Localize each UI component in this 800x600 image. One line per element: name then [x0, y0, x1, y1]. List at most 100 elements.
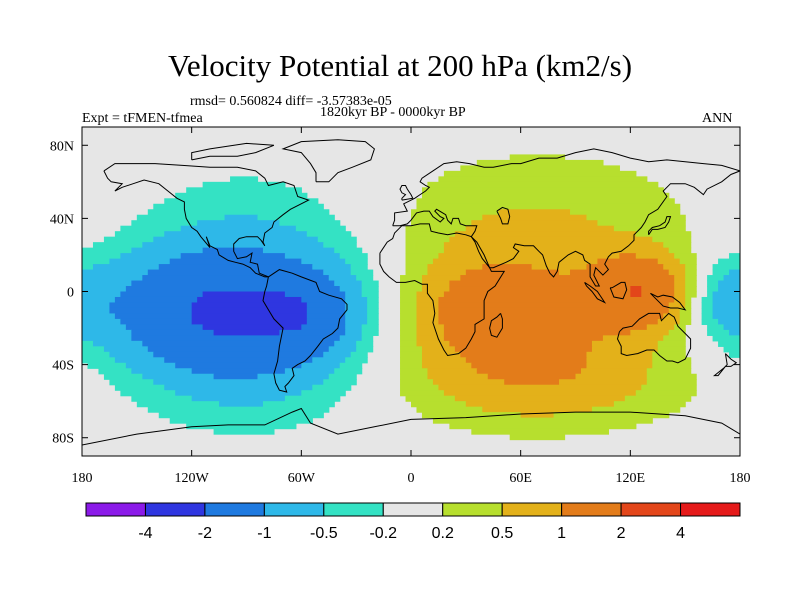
field-cell — [635, 390, 697, 397]
field-cell — [405, 253, 440, 260]
field-cell — [646, 324, 675, 331]
field-cell — [443, 242, 664, 249]
field-cell — [180, 225, 297, 232]
coast-eurasia — [392, 148, 740, 287]
field-cell — [580, 368, 648, 375]
x-tick-label: 180 — [72, 471, 93, 486]
field-cell — [718, 258, 740, 265]
field-cell — [712, 269, 730, 276]
field-cell — [718, 286, 740, 293]
field-cell — [432, 258, 599, 265]
field-cell — [668, 247, 692, 254]
field-cell — [284, 395, 341, 402]
colorbar-swatch — [263, 502, 325, 517]
field-cell — [679, 318, 692, 325]
field-cell — [443, 390, 637, 397]
coast-japan — [648, 216, 672, 236]
field-cell — [82, 324, 127, 331]
field-cell — [454, 231, 637, 238]
field-cell — [707, 324, 725, 331]
field-cell — [400, 280, 423, 287]
field-cell — [400, 373, 429, 380]
field-cell — [120, 253, 182, 260]
field-cell — [416, 198, 675, 205]
field-cell — [405, 225, 467, 232]
field-cell — [400, 340, 418, 347]
field-cell — [668, 302, 686, 309]
field-cell — [114, 313, 193, 320]
colorbar-swatch — [620, 502, 682, 517]
field-cell — [334, 280, 363, 287]
field-cell — [213, 329, 280, 336]
field-cell — [312, 384, 352, 391]
field-cell — [482, 264, 533, 271]
field-cell — [712, 264, 740, 271]
field-cell — [421, 351, 461, 358]
field-cell — [657, 258, 681, 265]
field-cell — [641, 384, 697, 391]
field-cell — [723, 324, 740, 331]
colorbar-swatch — [442, 502, 503, 517]
field-cell — [400, 362, 423, 369]
field-cell — [619, 253, 637, 260]
season-label: ANN — [702, 111, 733, 126]
field-cell — [262, 401, 335, 408]
field-cell — [471, 428, 609, 435]
field-cell — [416, 291, 445, 298]
coast-australia — [616, 312, 692, 364]
field-cell — [701, 318, 719, 325]
field-cell — [98, 368, 132, 375]
coast-sumatra — [584, 281, 607, 304]
field-cell — [191, 368, 286, 375]
field-cell — [416, 313, 440, 320]
field-cell — [657, 346, 686, 353]
field-cell — [131, 368, 193, 375]
field-cell — [443, 247, 670, 254]
field-cell — [197, 296, 302, 304]
field-cell — [652, 351, 686, 358]
field-cell — [400, 324, 418, 331]
field-cell — [400, 368, 429, 375]
field-cell — [416, 296, 440, 304]
field-cell — [400, 296, 418, 304]
field-cell — [136, 401, 220, 408]
field-cell — [131, 247, 204, 254]
field-cell — [114, 296, 198, 304]
field-cell — [87, 362, 127, 369]
field-cell — [345, 357, 368, 364]
field-cell — [712, 291, 740, 298]
field-cell — [147, 406, 330, 413]
field-cell — [131, 280, 335, 287]
field-cell — [82, 269, 149, 276]
field-cell — [175, 362, 302, 369]
field-cell — [591, 346, 659, 353]
field-cell — [443, 329, 631, 336]
field-cell — [284, 368, 335, 375]
field-cell — [674, 253, 697, 260]
field-cell — [570, 269, 670, 276]
field-cell — [685, 264, 697, 271]
field-cell — [213, 428, 275, 435]
field-cell — [679, 307, 692, 315]
field-cell — [103, 373, 143, 380]
field-cell — [630, 286, 642, 293]
colorbar-swatch — [561, 502, 622, 517]
field-cell — [427, 373, 489, 380]
field-cell — [586, 357, 653, 364]
field-cell — [449, 286, 631, 293]
field-cell — [641, 286, 675, 293]
field-cell — [202, 247, 264, 254]
field-cell — [367, 302, 379, 309]
field-cell — [361, 286, 379, 293]
colorbar-label: -4 — [138, 525, 152, 542]
field-cell — [125, 324, 204, 331]
field-cell — [411, 220, 472, 227]
field-cell — [449, 280, 675, 287]
field-cell — [164, 198, 319, 205]
field-cell — [306, 318, 346, 325]
field-cell — [356, 346, 374, 353]
field-cell — [120, 225, 182, 232]
field-cell — [597, 258, 659, 265]
field-cell — [416, 318, 440, 325]
field-cell — [345, 307, 368, 315]
